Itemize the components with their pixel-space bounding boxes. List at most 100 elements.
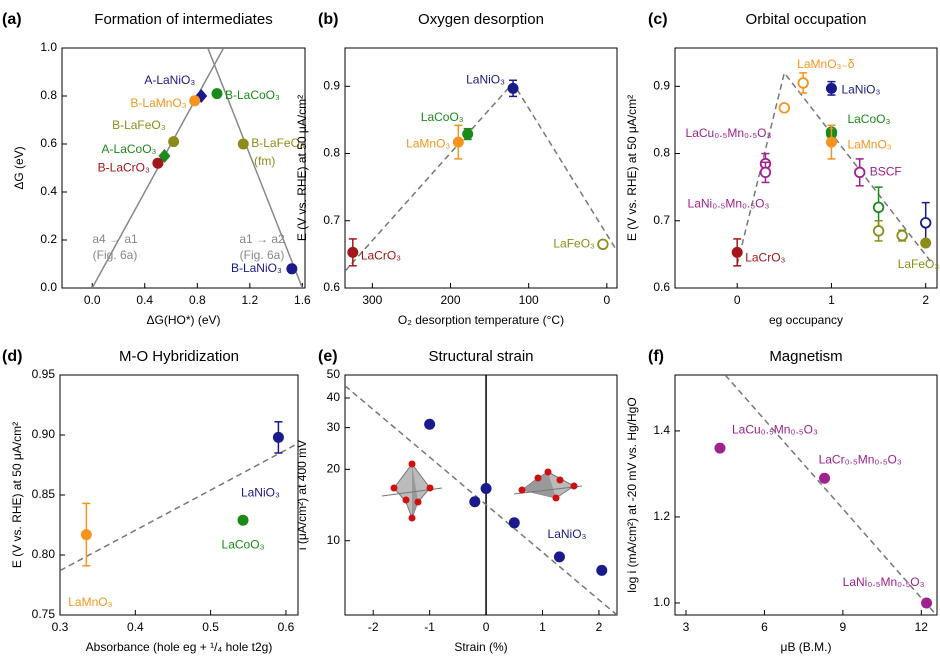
y-tick-label: 0.7 [323, 213, 340, 227]
point [854, 166, 866, 179]
plot-frame [674, 374, 938, 616]
point [424, 418, 436, 430]
point [597, 238, 609, 251]
panel-title: M-O Hybridization [119, 348, 239, 365]
trend-line [207, 48, 304, 288]
y-tick-label: 30 [327, 420, 341, 434]
data-label: LaMnO₃₋δ [797, 57, 855, 71]
x-axis-label: ΔG(HO*) (eV) [146, 313, 220, 327]
point [237, 138, 249, 150]
data-label: B-LaCrO₃ [98, 160, 150, 174]
x-tick-label: 9 [840, 620, 847, 634]
plot-area [60, 442, 298, 572]
x-tick-label: 0 [483, 620, 490, 634]
y-tick-label: 10 [327, 533, 341, 547]
y-tick-label: 0.9 [653, 78, 670, 92]
data-label: LaNi₀.₅Mn₀.₅O₃ [843, 575, 925, 589]
y-tick-label: 0.80 [32, 547, 56, 561]
x-tick-label: 0.3 [52, 620, 69, 634]
y-tick-label: 40 [327, 390, 341, 404]
data-label: LaMnO₃ [406, 136, 450, 150]
y-tick-label: 0.8 [323, 146, 340, 160]
y-tick-label: 0.75 [32, 607, 56, 621]
point [347, 246, 359, 258]
x-axis-label: O₂ desorption temperature (°C) [398, 313, 564, 327]
point [168, 136, 180, 148]
plot-frame [61, 47, 306, 289]
data-label: LaNiO₃ [241, 486, 280, 500]
x-tick-label: 0 [603, 293, 610, 307]
y-axis-label: log i (mA/cm²) at -20 mV vs. Hg/HgO [625, 397, 639, 592]
y-tick-label: 1.0 [40, 40, 57, 54]
data-label: LaNi₀.₅Mn₀.₅O₃ [688, 197, 770, 211]
x-tick-label: 0.4 [136, 293, 153, 307]
data-label: B-LaCoO₃ [225, 88, 280, 102]
x-tick-label: 0 [734, 293, 741, 307]
data-label: LaFeO₃ [553, 236, 595, 250]
x-tick-label: 1 [828, 293, 835, 307]
point [896, 229, 908, 242]
x-tick-label: 0.5 [202, 620, 219, 634]
point [480, 483, 492, 495]
x-tick-label: 1.2 [241, 293, 258, 307]
y-tick-label: 0.8 [40, 88, 57, 102]
x-tick-label: 0.0 [84, 293, 101, 307]
data-label: A-LaNiO₃ [144, 73, 195, 87]
y-tick-label: 0.85 [32, 487, 56, 501]
x-tick-label: 6 [761, 620, 768, 634]
data-label: LaCoO₃ [222, 537, 265, 551]
annotation: a4 → a1 [92, 232, 138, 246]
x-axis-label: Strain (%) [454, 640, 507, 654]
point [759, 166, 772, 179]
point [507, 82, 519, 94]
data-label: LaCoO₃ [847, 112, 890, 126]
plot-area [736, 71, 931, 265]
point [469, 496, 481, 508]
data-label: B-LaFeO₃ [251, 136, 305, 150]
data-label: BSCF [870, 165, 902, 179]
x-axis-label: μB (B.M.) [781, 640, 832, 654]
x-tick-label: 200 [441, 293, 461, 307]
data-label: LaCr₀.₅Mn₀.₅O₃ [819, 452, 902, 466]
y-tick-label: 0.2 [40, 232, 57, 246]
annotation: (Fig. 6a) [240, 248, 285, 262]
point [80, 529, 92, 541]
x-tick-label: 1 [539, 620, 546, 634]
annotation: (fm) [254, 154, 275, 168]
x-tick-label: 2 [922, 293, 929, 307]
point [553, 551, 565, 563]
plot-area [724, 375, 937, 615]
point [189, 95, 201, 107]
point [596, 564, 608, 576]
point [872, 201, 885, 214]
panel-label: (f) [648, 348, 664, 365]
y-tick-label: 0.7 [653, 213, 670, 227]
panel-title: Orbital occupation [746, 11, 867, 28]
x-tick-label: 100 [519, 293, 539, 307]
y-axis-label: E (V vs. RHE) at 50 μA/cm² [295, 95, 309, 241]
x-tick-label: 12 [915, 620, 929, 634]
data-label: LaFeO₃ [898, 257, 940, 271]
data-label: A-LaCoO₃ [102, 142, 157, 156]
y-axis-label: ΔG (eV) [12, 146, 26, 189]
point [919, 217, 932, 229]
point [462, 128, 474, 140]
plot-area [345, 375, 617, 615]
data-label: LaNiO₃ [841, 83, 880, 97]
data-label: LaCu₀.₅Mn₀.₅O₃ [732, 422, 818, 436]
point [452, 136, 464, 148]
panel-label: (d) [2, 348, 22, 365]
y-tick-label: 0.6 [323, 280, 340, 294]
data-label: LaMnO₃ [68, 595, 112, 609]
panel-title: Formation of intermediates [94, 11, 272, 28]
data-label: B-LaNiO₃ [231, 261, 282, 275]
trend-line [345, 385, 617, 615]
point [921, 597, 933, 609]
y-tick-label: 0.8 [653, 146, 670, 160]
y-tick-label: 0.90 [32, 427, 56, 441]
x-axis-label: Absorbance (hole eg + ¹/₄ hole t2g) [86, 640, 273, 654]
point [731, 246, 743, 258]
point [152, 157, 164, 169]
